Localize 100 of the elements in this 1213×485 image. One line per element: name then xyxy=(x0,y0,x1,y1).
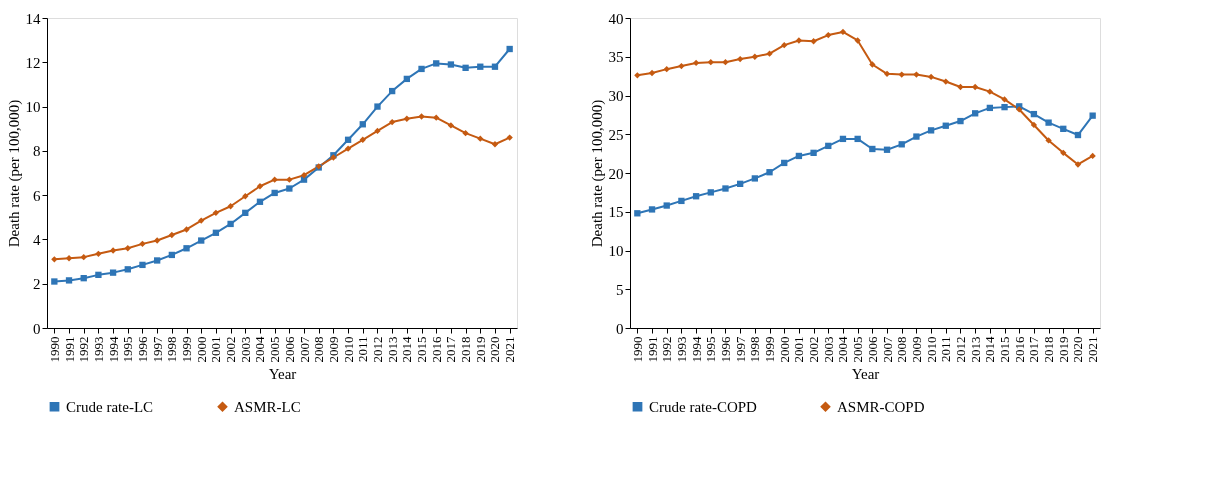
point xyxy=(109,247,117,254)
point xyxy=(212,229,220,236)
x-tick-label: 1993 xyxy=(673,336,689,363)
y-axis-title: Death rate (per 100,000) xyxy=(588,99,606,248)
point xyxy=(403,115,411,122)
x-tick-label: 2010 xyxy=(923,336,939,363)
y-tick-label: 10 xyxy=(608,243,624,259)
point xyxy=(95,271,102,279)
point xyxy=(678,197,685,205)
x-tick-label: 1993 xyxy=(90,336,106,363)
x-tick-label: 2002 xyxy=(223,336,239,363)
point xyxy=(65,255,73,262)
x-tick-label: 2013 xyxy=(967,336,983,363)
x-tick-label: 2007 xyxy=(296,336,312,363)
x-tick-label: 2008 xyxy=(894,336,910,363)
y-axis-title: Death rate (per 100,000) xyxy=(5,99,23,248)
x-tick-label: 1998 xyxy=(164,336,180,363)
x-tick-label: 2019 xyxy=(472,336,488,363)
y-tick-label: 30 xyxy=(608,88,624,104)
y-tick-label: 35 xyxy=(608,49,624,66)
point xyxy=(648,206,656,213)
point xyxy=(634,210,641,217)
point xyxy=(722,59,729,66)
point xyxy=(839,135,847,143)
x-tick-label: 1990 xyxy=(46,336,62,363)
point xyxy=(242,209,249,217)
point xyxy=(65,277,73,284)
x-tick-label: 2021 xyxy=(1085,336,1101,363)
point xyxy=(634,72,641,79)
x-tick-label: 2002 xyxy=(806,336,822,363)
x-tick-label: 2000 xyxy=(193,336,209,363)
point xyxy=(678,62,685,70)
point xyxy=(286,176,293,183)
point xyxy=(286,185,293,192)
x-tick-label: 2006 xyxy=(281,336,297,363)
x-tick-label: 2013 xyxy=(384,336,400,363)
point xyxy=(957,117,964,125)
point xyxy=(80,253,87,261)
point xyxy=(663,65,670,73)
x-tick-label: 2008 xyxy=(311,336,327,363)
point xyxy=(374,127,381,135)
y-tick-label: 5 xyxy=(616,281,624,298)
y-tick-label: 8 xyxy=(33,143,41,160)
point xyxy=(271,176,278,183)
x-tick-label: 2006 xyxy=(864,336,880,363)
point xyxy=(898,71,905,78)
point xyxy=(212,209,220,217)
x-tick-label: 2021 xyxy=(502,336,518,363)
y-tick-label: 2 xyxy=(33,276,41,293)
x-tick-label: 1990 xyxy=(629,336,645,363)
x-tick-label: 2018 xyxy=(458,336,474,363)
point xyxy=(781,159,788,167)
point xyxy=(795,37,803,44)
y-tick-label: 6 xyxy=(33,187,41,204)
point xyxy=(124,266,131,273)
point xyxy=(663,202,670,209)
point xyxy=(418,113,425,120)
point xyxy=(168,231,176,239)
x-tick-label: 2015 xyxy=(997,336,1013,363)
x-tick-label: 2012 xyxy=(952,336,968,363)
x-tick-label: 2009 xyxy=(325,336,341,363)
x-tick-label: 2010 xyxy=(340,336,356,363)
point xyxy=(300,172,308,179)
point xyxy=(722,185,729,192)
x-tick-label: 2003 xyxy=(820,336,836,363)
x-tick-label: 1997 xyxy=(732,336,748,363)
point xyxy=(1089,112,1096,119)
point xyxy=(51,256,58,263)
x-tick-label: 1994 xyxy=(688,336,704,363)
x-tick-label: 1991 xyxy=(644,336,660,363)
point xyxy=(374,103,381,110)
x-tick-label: 2004 xyxy=(835,336,851,363)
point xyxy=(153,257,161,264)
x-tick-label: 2005 xyxy=(267,336,283,363)
point xyxy=(447,122,455,129)
x-axis-title: Year xyxy=(268,365,297,382)
x-tick-label: 1994 xyxy=(105,336,121,363)
x-tick-label: 1999 xyxy=(762,336,778,363)
point xyxy=(242,193,249,200)
point xyxy=(898,141,905,148)
point xyxy=(1001,103,1008,111)
point xyxy=(139,261,146,269)
point xyxy=(256,183,264,190)
x-tick-label: 2005 xyxy=(850,336,866,363)
point xyxy=(781,41,788,49)
point xyxy=(506,45,513,53)
point xyxy=(418,65,425,73)
point xyxy=(1060,125,1067,132)
point xyxy=(477,135,484,142)
point xyxy=(256,198,264,205)
point xyxy=(927,73,935,81)
x-tick-label: 1997 xyxy=(149,336,165,363)
point xyxy=(388,87,396,95)
point xyxy=(736,55,744,63)
point xyxy=(198,217,205,224)
point xyxy=(271,189,278,197)
x-tick-label: 1998 xyxy=(747,336,763,363)
x-tick-label: 2007 xyxy=(879,336,895,363)
x-tick-label: 1995 xyxy=(120,336,136,363)
point xyxy=(869,61,876,68)
